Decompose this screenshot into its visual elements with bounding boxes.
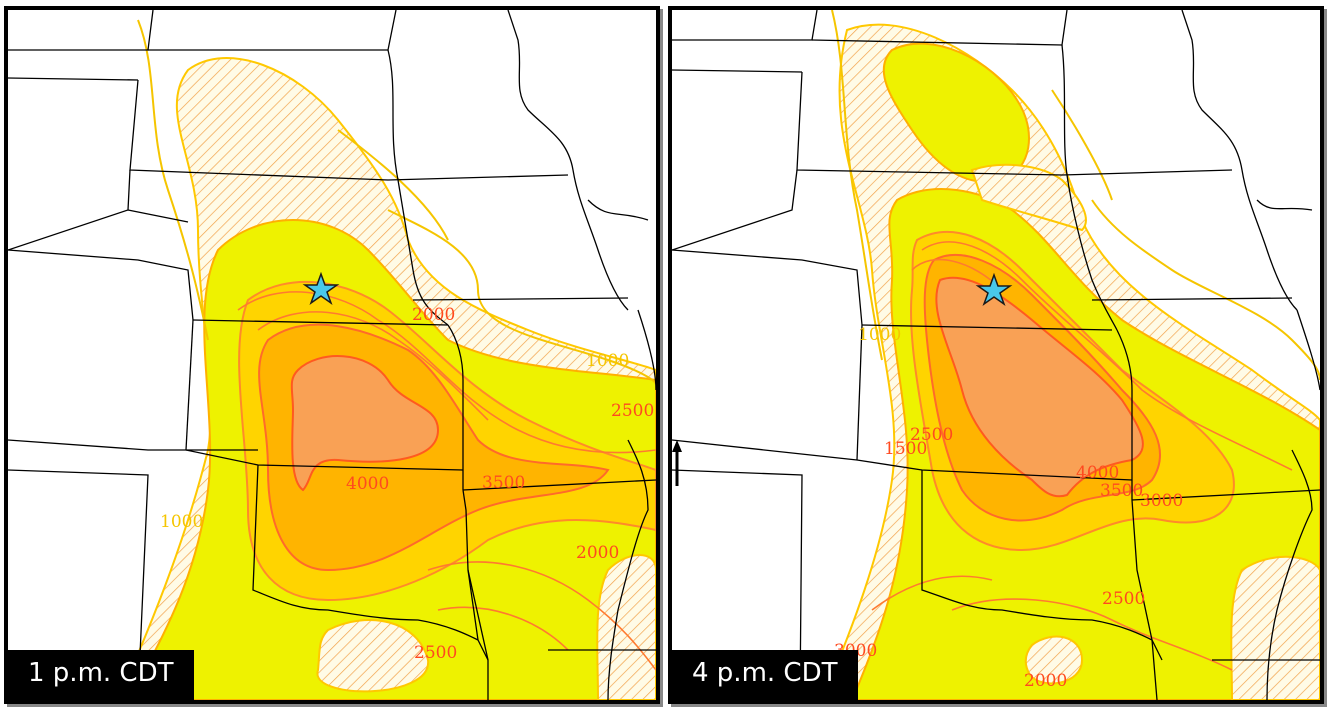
contour-label: 4000	[346, 474, 389, 494]
cape-region-salmon	[935, 276, 1144, 498]
contour-label: 1000	[586, 351, 629, 371]
state-borders	[672, 10, 1320, 700]
contour-lines	[237, 291, 656, 671]
contour-label: 1500	[884, 439, 927, 459]
contour-label: 2000	[576, 543, 619, 563]
map-panel-4pm: 1000 2500 1500 4000 3500 3000 2500 3000 …	[668, 6, 1324, 704]
contour-label: 3500	[1100, 481, 1143, 501]
contour-labels: 2000 1000 2500 4000 3500 1000 2000 2500	[160, 305, 654, 663]
hatched-pocket-east	[1230, 555, 1320, 700]
hatched-pocket	[316, 619, 430, 693]
contour-label: 2500	[611, 401, 654, 421]
star-icon	[302, 271, 340, 305]
contour-label: 3000	[1140, 491, 1183, 511]
cape-map-4pm: 1000 2500 1500 4000 3500 3000 2500 3000 …	[672, 10, 1320, 700]
contour-label: 4000	[1076, 463, 1119, 483]
map-panel-1pm: 2000 1000 2500 4000 3500 1000 2000 2500 …	[4, 6, 660, 704]
time-label: 1 p.m. CDT	[8, 650, 194, 700]
contour-label: 1000	[858, 325, 901, 345]
contour-label: 2500	[414, 643, 457, 663]
outer-contour-lines	[831, 10, 1320, 381]
star-icon	[975, 272, 1013, 306]
state-borders	[8, 10, 656, 700]
time-label: 4 p.m. CDT	[672, 650, 858, 700]
hatched-pocket-east	[596, 554, 656, 700]
outer-contour-lines	[137, 19, 656, 386]
cape-map-1pm: 2000 1000 2500 4000 3500 1000 2000 2500	[8, 10, 656, 700]
contour-label: 2000	[1024, 671, 1067, 691]
contour-label: 2000	[412, 305, 455, 325]
hatched-pocket-ne	[970, 163, 1087, 232]
contour-label: 1000	[160, 512, 203, 532]
cape-region-salmon	[290, 355, 440, 492]
arrow-up-icon	[672, 440, 682, 486]
hatched-pocket	[1024, 635, 1084, 685]
contour-label: 2500	[910, 425, 953, 445]
contour-label: 2500	[1102, 589, 1145, 609]
contour-label: 3500	[482, 473, 525, 493]
